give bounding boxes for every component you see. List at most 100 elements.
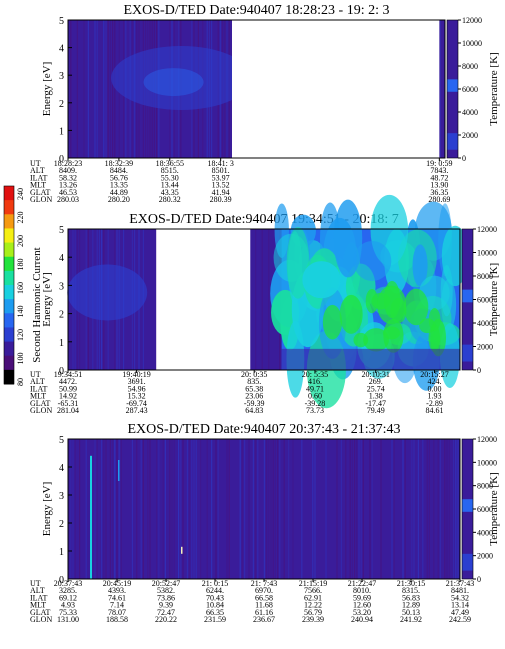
- panel-1: EXOS-D/TED Date:940407 18:28:23 - 19: 2:…: [30, 3, 500, 204]
- panel-title: EXOS-D/TED Date:940407 20:37:43 - 21:37:…: [128, 422, 401, 437]
- colorbar-tick-label: 80: [16, 378, 25, 386]
- orbit-cell-glat: 66.35: [206, 608, 224, 617]
- orbit-cell-ut: 19:40:19: [122, 370, 150, 379]
- orbit-row-label: UT: [30, 159, 41, 168]
- intensity-patch: [111, 45, 252, 110]
- orbit-row-label: MLT: [30, 601, 46, 610]
- heatmap-streak: [351, 439, 353, 579]
- temperature-scale-band: [447, 133, 458, 150]
- heatmap-streak: [169, 439, 171, 579]
- heatmap-streak: [444, 439, 446, 579]
- y2-tick-label: 6000: [477, 505, 493, 514]
- heatmap-streak: [422, 439, 424, 579]
- orbit-cell-glat: -69.74: [126, 399, 147, 408]
- heatmap-streak: [94, 439, 96, 579]
- orbit-cell-mlt: 13.44: [161, 181, 179, 190]
- heatmap-streak: [439, 20, 441, 158]
- heatmap-streak: [437, 439, 439, 579]
- orbit-cell-ut: 19:34:51: [54, 370, 82, 379]
- orbit-cell-glon: 287.43: [126, 406, 148, 415]
- orbit-cell-mlt: 12.89: [402, 601, 420, 610]
- heatmap-streak: [120, 439, 122, 579]
- orbit-cell-glat: 61.16: [255, 608, 273, 617]
- heatmap-streak: [354, 439, 356, 579]
- orbit-cell-alt: 8409.: [59, 166, 77, 175]
- current-colorbar: 240 220 200 180 160 140 120 100 80 Second Harmoni…: [3, 185, 43, 386]
- orbit-cell-mlt: 1.93: [428, 392, 442, 401]
- colorbar-swatch: [4, 341, 14, 357]
- heatmap-streak: [433, 439, 435, 579]
- orbit-cell-glat: -59.39: [244, 399, 265, 408]
- y-tick-label: 4: [59, 253, 64, 264]
- heatmap-streak: [87, 20, 89, 158]
- heatmap-background: [68, 439, 460, 579]
- orbit-cell-glon: 79.49: [367, 406, 385, 415]
- heatmap-streak: [261, 229, 263, 370]
- orbit-cell-ut: 21:37:43: [446, 579, 474, 588]
- heatmap-streak: [263, 439, 265, 579]
- intensity-spike: [118, 460, 120, 481]
- heatmap-streak: [140, 439, 142, 579]
- orbit-cell-glon: 281.04: [57, 406, 79, 415]
- colorbar-swatch: [4, 369, 14, 385]
- y-tick-label: 5: [59, 16, 64, 27]
- orbit-cell-glat: 75.33: [59, 608, 77, 617]
- orbit-cell-glat: 72.47: [157, 608, 175, 617]
- heatmap-streak: [340, 439, 342, 579]
- colorbar-tick-label: 200: [16, 235, 25, 247]
- heatmap-streak: [83, 20, 85, 158]
- orbit-cell-mlt: 13.14: [451, 601, 469, 610]
- y-tick-label: 1: [59, 547, 64, 558]
- heatmap-streak: [105, 20, 107, 158]
- orbit-cell-alt: 6970.: [255, 586, 273, 595]
- orbit-cell-glon: 64.83: [245, 406, 263, 415]
- heatmap-streak: [226, 439, 228, 579]
- y2-tick-label: 10000: [462, 39, 482, 48]
- y-tick-label: 5: [59, 225, 64, 236]
- colorbar-frame: [3, 185, 15, 385]
- temperature-scale-band: [462, 289, 473, 303]
- orbit-cell-alt: 8315.: [402, 586, 420, 595]
- heatmap-streak: [345, 439, 347, 579]
- heatmap-streak: [455, 439, 457, 579]
- y2-axis-label: Temperature [K]: [488, 52, 500, 125]
- colorbar-swatch: [4, 355, 14, 371]
- orbit-cell-glon: 236.67: [253, 615, 275, 624]
- y2-tick-label: 6000: [462, 85, 478, 94]
- orbit-cell-glon: 84.61: [426, 406, 444, 415]
- colorbar-swatch: [4, 242, 14, 258]
- orbit-cell-glon: 131.00: [57, 615, 79, 624]
- orbit-cell-ilat: 48.72: [430, 173, 448, 182]
- temperature-scale-band: [462, 553, 473, 571]
- orbit-cell-mlt: 1.38: [369, 392, 383, 401]
- orbit-cell-ilat: 70.43: [206, 593, 224, 602]
- temperature-scale-band: [462, 499, 473, 512]
- orbit-row-label: UT: [30, 579, 41, 588]
- heatmap-streak: [241, 439, 243, 579]
- orbit-cell-mlt: 10.84: [206, 601, 224, 610]
- orbit-row-label: ALT: [30, 377, 45, 386]
- orbit-cell-alt: 4472.: [59, 377, 77, 386]
- y-tick-label: 4: [59, 463, 64, 474]
- intensity-blob: [353, 332, 369, 348]
- plot-frame: [67, 19, 446, 159]
- orbit-cell-mlt: 12.60: [353, 601, 371, 610]
- heatmap-streak: [116, 439, 118, 579]
- intensity-blob: [302, 261, 341, 299]
- y-tick-label: 3: [59, 281, 64, 292]
- heatmap-streak: [239, 439, 241, 579]
- orbit-cell-alt: 7843.: [430, 166, 448, 175]
- y2-tick-label: 12000: [462, 16, 482, 25]
- orbit-cell-glat: -2.89: [426, 399, 443, 408]
- orbit-cell-ilat: 73.86: [157, 593, 175, 602]
- orbit-cell-alt: 8010.: [353, 586, 371, 595]
- orbit-cell-ilat: 55.30: [161, 173, 179, 182]
- heatmap-area: [68, 439, 460, 579]
- heatmap-streak: [268, 439, 270, 579]
- orbit-row-label: MLT: [30, 181, 46, 190]
- heatmap-streak: [195, 439, 197, 579]
- orbit-cell-ut: 20:15:27: [420, 370, 448, 379]
- temperature-scale: [446, 19, 459, 159]
- heatmap-streak: [314, 439, 316, 579]
